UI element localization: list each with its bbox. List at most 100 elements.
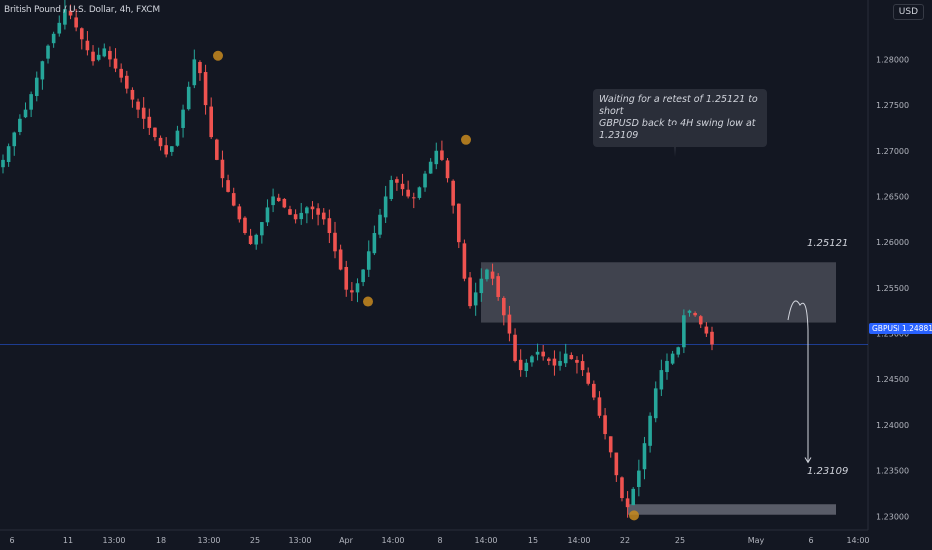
candle-body bbox=[108, 50, 112, 60]
candle-body bbox=[276, 197, 281, 202]
candle-body bbox=[209, 106, 213, 138]
candle-body bbox=[524, 362, 529, 371]
y-tick-label: 1.24500 bbox=[876, 375, 909, 384]
candle-body bbox=[333, 232, 337, 252]
candle-body bbox=[299, 212, 304, 220]
x-tick-label: May bbox=[748, 536, 765, 545]
annotation-note[interactable]: Waiting for a retest of 1.25121 to short… bbox=[593, 89, 767, 147]
candle-body bbox=[68, 10, 73, 16]
candle-body bbox=[265, 207, 270, 223]
y-tick-label: 1.23500 bbox=[876, 467, 909, 476]
candle-body bbox=[158, 137, 163, 147]
candle-body bbox=[153, 127, 157, 138]
candle-body bbox=[40, 61, 45, 80]
candle-body bbox=[468, 277, 472, 307]
candle-body bbox=[625, 498, 630, 508]
candle-body bbox=[6, 146, 11, 163]
y-tick-label: 1.25500 bbox=[876, 284, 909, 293]
candle-body bbox=[597, 397, 602, 416]
y-tick-label: 1.28000 bbox=[876, 55, 909, 64]
candle-body bbox=[552, 358, 557, 366]
candle-body bbox=[710, 331, 714, 345]
swing-marker bbox=[629, 510, 639, 521]
x-tick-label: 14:00 bbox=[474, 536, 497, 545]
candle-body bbox=[141, 107, 146, 119]
candle-body bbox=[136, 101, 140, 110]
x-tick-label: 11 bbox=[63, 536, 73, 545]
candle-body bbox=[547, 358, 551, 361]
candle-body bbox=[355, 283, 360, 293]
candle-body bbox=[676, 347, 681, 355]
candle-body bbox=[389, 180, 394, 200]
candle-body bbox=[502, 297, 506, 316]
candle-body bbox=[57, 22, 62, 34]
candle-body bbox=[102, 48, 107, 57]
candle-body bbox=[305, 207, 309, 214]
candle-body bbox=[130, 89, 135, 100]
candle-body bbox=[693, 312, 697, 316]
candle-body bbox=[665, 360, 669, 373]
lower-level-label: 1.23109 bbox=[807, 466, 849, 477]
y-tick-label: 1.26500 bbox=[876, 192, 909, 201]
candle-body bbox=[451, 180, 455, 206]
x-tick-label: 8 bbox=[437, 536, 442, 545]
candle-body bbox=[63, 9, 67, 25]
candle-body bbox=[704, 326, 709, 334]
candle-body bbox=[338, 249, 343, 270]
candle-body bbox=[637, 470, 641, 488]
y-tick-label: 1.24000 bbox=[876, 421, 909, 430]
x-tick-label: 14:00 bbox=[381, 536, 404, 545]
candle-body bbox=[164, 145, 168, 155]
candle-body bbox=[575, 359, 579, 363]
candle-body bbox=[530, 356, 534, 363]
y-tick-label: 1.26000 bbox=[876, 238, 909, 247]
swing-marker bbox=[213, 50, 223, 61]
candle-body bbox=[411, 197, 416, 199]
swing-marker bbox=[363, 296, 373, 307]
candle-body bbox=[220, 159, 225, 179]
candle-body bbox=[631, 488, 636, 506]
y-axis-panel bbox=[868, 0, 932, 550]
candle-body bbox=[119, 68, 123, 78]
candle-body bbox=[473, 292, 478, 306]
candle-body bbox=[513, 334, 517, 361]
candle-body bbox=[316, 208, 320, 215]
x-tick-label: 15 bbox=[528, 536, 538, 545]
candle-body bbox=[496, 276, 500, 297]
candle-body bbox=[46, 45, 50, 59]
candle-body bbox=[535, 351, 540, 355]
candle-body bbox=[226, 180, 230, 192]
candle-body bbox=[248, 235, 253, 244]
candle-body bbox=[563, 353, 568, 364]
candle-body bbox=[237, 206, 242, 220]
upper-level-label: 1.25121 bbox=[807, 238, 849, 249]
candle-body bbox=[310, 206, 315, 210]
candle-body bbox=[648, 415, 652, 446]
candle-body bbox=[653, 388, 658, 419]
candle-body bbox=[203, 72, 208, 106]
candle-body bbox=[395, 179, 399, 183]
x-tick-label: 6 bbox=[808, 536, 813, 545]
candle-body bbox=[462, 243, 467, 279]
x-tick-label: 25 bbox=[250, 536, 260, 545]
candle-body bbox=[445, 160, 450, 179]
candle-body bbox=[243, 217, 247, 234]
candle-body bbox=[428, 161, 433, 174]
symbol-title: British Pound / U.S. Dollar, 4h, FXCM bbox=[4, 5, 160, 15]
swing-low-zone bbox=[628, 504, 836, 515]
candle-body bbox=[366, 251, 371, 270]
candle-body bbox=[231, 193, 236, 206]
candle-body bbox=[586, 372, 591, 384]
candle-body bbox=[614, 452, 619, 476]
currency-button[interactable]: USD bbox=[892, 4, 924, 20]
candle-body bbox=[603, 415, 607, 435]
x-tick-label: 25 bbox=[675, 536, 685, 545]
candle-body bbox=[456, 203, 461, 243]
ticker-badge: GBPUSD bbox=[869, 323, 907, 334]
candle-body bbox=[321, 212, 326, 220]
y-tick-label: 1.23000 bbox=[876, 512, 909, 521]
candle-body bbox=[383, 196, 388, 218]
candle-body bbox=[170, 146, 174, 152]
candle-body bbox=[417, 187, 422, 198]
